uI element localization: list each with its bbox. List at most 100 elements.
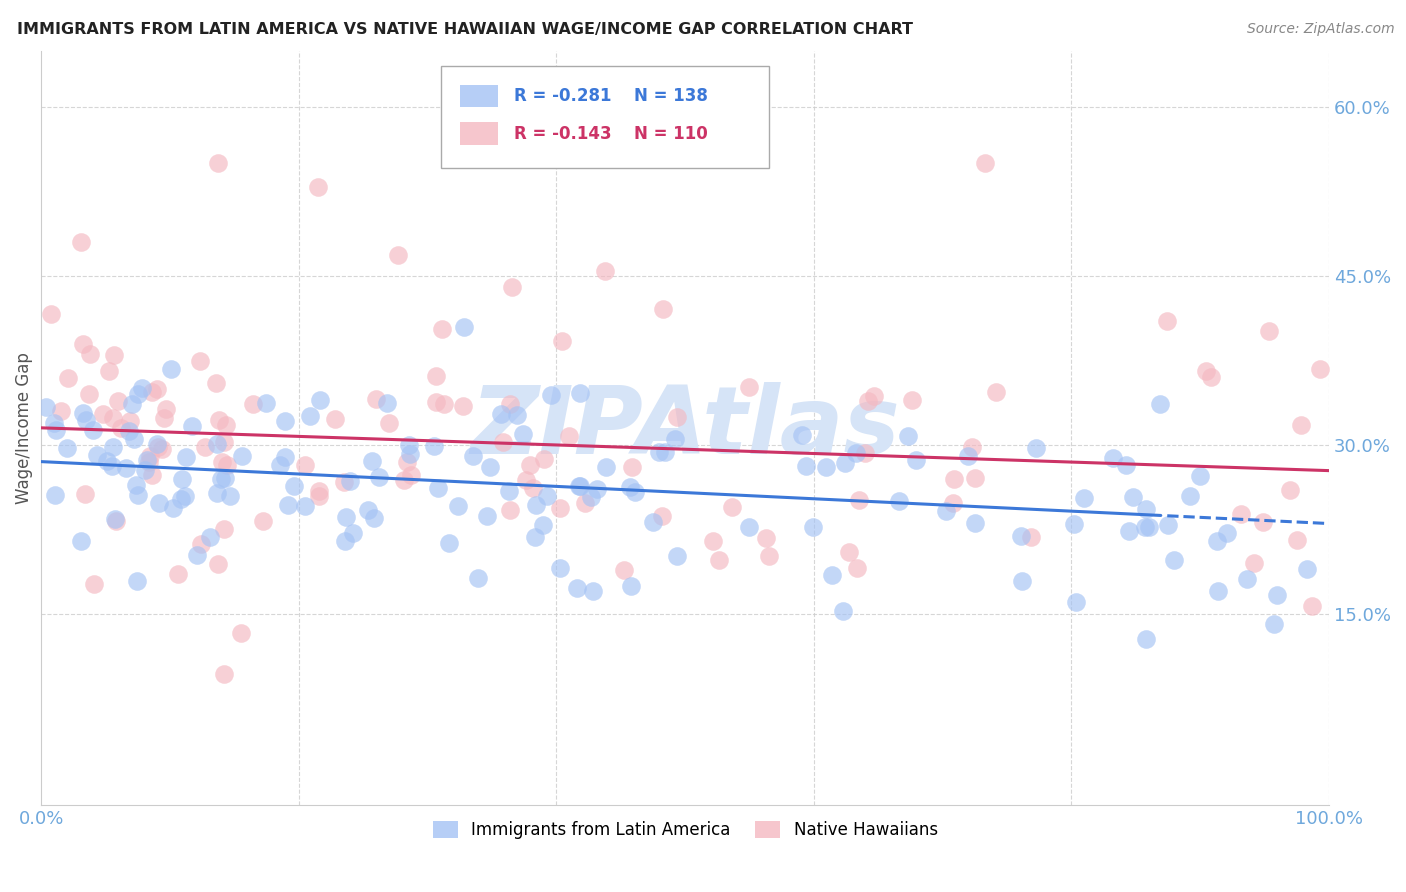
Point — [506, 408, 529, 422]
Point — [212, 666, 235, 681]
Y-axis label: Wage/Income Gap: Wage/Income Gap — [15, 352, 32, 504]
Point — [569, 479, 592, 493]
Point — [425, 395, 447, 409]
Point — [209, 472, 232, 486]
Point — [1019, 530, 1042, 544]
Point — [377, 416, 399, 430]
Point — [738, 520, 761, 534]
Point — [395, 455, 418, 469]
Point — [960, 440, 983, 454]
Point — [360, 454, 382, 468]
Point — [1135, 632, 1157, 647]
Point — [463, 449, 485, 463]
Point — [70, 235, 93, 249]
Point — [42, 417, 65, 431]
Point — [138, 455, 160, 469]
Point — [531, 517, 554, 532]
Point — [208, 413, 231, 427]
Point — [540, 388, 562, 402]
Point — [856, 394, 879, 409]
Point — [194, 440, 217, 454]
Point — [103, 348, 125, 362]
Point — [1206, 583, 1229, 598]
Point — [215, 417, 238, 432]
Point — [501, 280, 523, 294]
Point — [86, 448, 108, 462]
Point — [524, 498, 547, 512]
Point — [437, 535, 460, 549]
Point — [294, 458, 316, 472]
Point — [1122, 491, 1144, 505]
Point — [131, 380, 153, 394]
Point — [127, 386, 149, 401]
Point — [574, 496, 596, 510]
Point — [1073, 491, 1095, 505]
Point — [166, 566, 188, 581]
Point — [643, 515, 665, 529]
Point — [863, 389, 886, 403]
Point — [430, 322, 453, 336]
Text: N = 110: N = 110 — [634, 125, 707, 143]
Point — [205, 486, 228, 500]
Point — [624, 484, 647, 499]
Point — [1295, 562, 1317, 576]
Point — [758, 549, 780, 563]
Point — [174, 450, 197, 464]
Point — [796, 458, 818, 473]
Point — [215, 458, 238, 472]
Point — [190, 537, 212, 551]
Point — [1265, 588, 1288, 602]
Point — [294, 499, 316, 513]
Point — [1118, 524, 1140, 538]
Point — [453, 320, 475, 334]
Point — [207, 557, 229, 571]
Point — [790, 428, 813, 442]
Point — [533, 452, 555, 467]
Point — [170, 472, 193, 486]
Point — [1064, 595, 1087, 609]
Point — [1157, 518, 1180, 533]
Point — [170, 492, 193, 507]
Point — [181, 419, 204, 434]
Point — [342, 525, 364, 540]
Point — [965, 516, 987, 530]
Point — [648, 445, 671, 459]
Point — [426, 481, 449, 495]
Point — [309, 392, 332, 407]
Point — [101, 458, 124, 473]
Point — [593, 263, 616, 277]
Point — [620, 460, 643, 475]
Point — [299, 409, 322, 423]
Point — [433, 396, 456, 410]
Point — [323, 411, 346, 425]
Point — [1195, 364, 1218, 378]
Point — [1278, 483, 1301, 497]
Point — [820, 568, 842, 582]
Point — [121, 397, 143, 411]
Point — [118, 425, 141, 439]
Point — [565, 581, 588, 595]
Point — [942, 496, 965, 510]
Point — [125, 478, 148, 492]
Point — [467, 571, 489, 585]
Point — [620, 578, 643, 592]
Point — [569, 386, 592, 401]
Point — [308, 484, 330, 499]
Point — [848, 493, 870, 508]
Point — [212, 434, 235, 449]
Point — [595, 460, 617, 475]
Point — [269, 458, 291, 472]
Point — [1137, 520, 1160, 534]
Point — [1011, 574, 1033, 589]
Point — [139, 449, 162, 463]
Point — [1149, 397, 1171, 411]
Point — [897, 429, 920, 443]
Point — [887, 493, 910, 508]
Bar — [460, 122, 499, 145]
Point — [105, 514, 128, 528]
Point — [491, 408, 513, 422]
Point — [973, 156, 995, 170]
Point — [96, 454, 118, 468]
Point — [935, 504, 957, 518]
Point — [524, 530, 547, 544]
